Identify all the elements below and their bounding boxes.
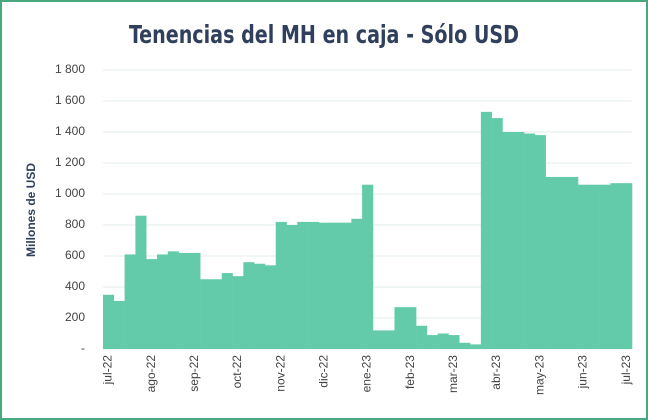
y-tick-label: 1 400 — [55, 124, 85, 138]
bar — [200, 279, 212, 349]
bar — [416, 325, 428, 349]
bar — [146, 259, 158, 349]
chart-title: Tenencias del MH en caja - Sólo USD — [129, 20, 519, 49]
y-tick-label: 600 — [65, 248, 85, 262]
bar — [286, 225, 298, 349]
bar — [232, 276, 244, 349]
y-tick-label: 800 — [65, 217, 85, 231]
bar — [437, 333, 449, 349]
x-tick-label: ene-23 — [360, 355, 374, 393]
x-tick-label: may-23 — [532, 355, 546, 395]
bar — [491, 118, 503, 349]
bar — [340, 222, 352, 349]
bar — [156, 254, 169, 349]
bar — [210, 279, 223, 349]
bar — [135, 215, 147, 349]
x-tick-label: feb-23 — [403, 355, 417, 389]
bar — [308, 221, 320, 349]
bar — [351, 218, 363, 349]
bar — [480, 111, 492, 349]
y-tick-label: 1 200 — [55, 155, 85, 169]
bar — [113, 300, 125, 349]
y-tick-label: 1 000 — [55, 186, 85, 200]
bar — [394, 307, 406, 349]
bar — [362, 184, 374, 349]
bar — [264, 265, 277, 349]
bar — [545, 176, 557, 349]
bar — [103, 294, 115, 349]
bar — [189, 252, 201, 349]
x-tick-label: nov-22 — [273, 355, 287, 392]
x-tick-label: sep-22 — [187, 355, 201, 392]
x-tick-label: ago-22 — [144, 355, 158, 393]
bar — [124, 254, 136, 349]
bar — [599, 184, 611, 349]
bar — [459, 342, 471, 349]
bar — [383, 330, 395, 349]
bar — [329, 222, 341, 349]
bar — [556, 176, 568, 349]
y-axis-label: Millones de USD — [24, 163, 38, 257]
bar — [243, 262, 255, 349]
bar — [254, 263, 266, 349]
bar — [221, 273, 233, 349]
bar — [297, 221, 309, 349]
bar — [448, 335, 460, 349]
bar — [578, 184, 590, 349]
x-tick-label: dic-22 — [316, 355, 330, 388]
bar — [405, 307, 417, 349]
bar — [567, 176, 579, 349]
bar — [318, 222, 331, 349]
bar — [275, 221, 287, 349]
bar — [470, 344, 482, 349]
y-tick-label: 1 600 — [55, 93, 85, 107]
bar — [513, 132, 525, 349]
bar — [372, 330, 384, 349]
x-tick-label: abr-23 — [489, 355, 503, 390]
x-tick-label: jul-23 — [619, 355, 633, 386]
x-tick-label: mar-23 — [446, 355, 460, 393]
y-tick-label: 1 800 — [55, 62, 85, 76]
y-tick-label: 400 — [65, 279, 85, 293]
x-tick-label: jul-22 — [101, 355, 115, 386]
x-tick-label: oct-22 — [230, 355, 244, 389]
bar — [610, 183, 622, 349]
bar — [178, 252, 190, 349]
bar — [426, 335, 438, 349]
bar — [167, 251, 179, 349]
bar — [588, 184, 600, 349]
bar — [524, 133, 536, 349]
y-tick-label: 200 — [65, 310, 85, 324]
bar — [534, 135, 546, 349]
bar — [621, 183, 633, 349]
x-tick-label: jun-23 — [576, 355, 590, 390]
bar — [502, 132, 514, 349]
y-tick-label: - — [81, 341, 85, 355]
